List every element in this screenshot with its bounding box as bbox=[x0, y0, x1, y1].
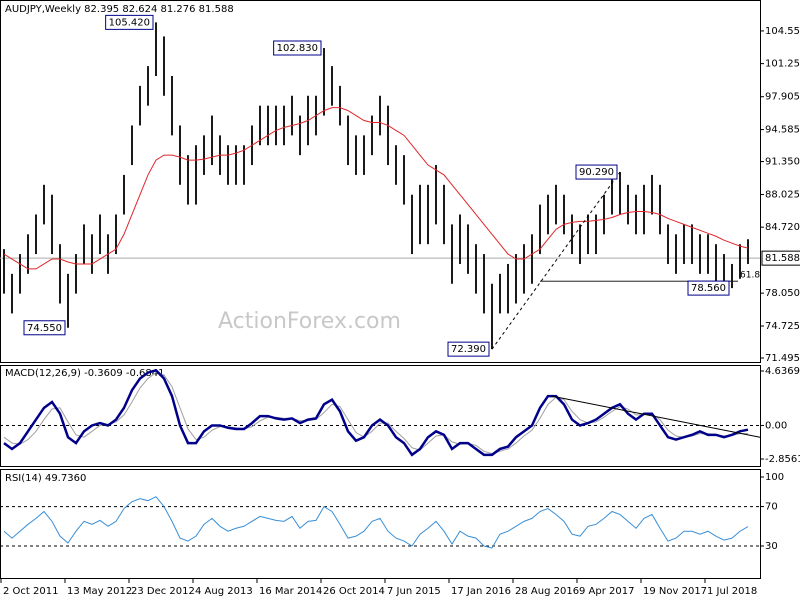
x-tick-label: 9 Apr 2017 bbox=[579, 586, 634, 597]
y-tick-label: 0.00 bbox=[765, 420, 787, 431]
annotation-label: 78.560 bbox=[691, 283, 726, 294]
moving-average bbox=[3, 107, 749, 270]
x-tick-label: 26 Oct 2014 bbox=[323, 586, 385, 597]
y-tick-label: 91.350 bbox=[765, 157, 800, 168]
macd-label: MACD(12,26,9) -0.3609 -0.6841 bbox=[5, 368, 165, 379]
annotation-label: 105.420 bbox=[109, 17, 150, 28]
annotation-box bbox=[687, 280, 730, 296]
macd-panel bbox=[0, 365, 761, 467]
watermark: ActionForex.com bbox=[218, 309, 401, 334]
y-tick-label: 104.555 bbox=[765, 26, 800, 37]
x-tick-label: 17 Jan 2016 bbox=[451, 586, 511, 597]
rsi-panel bbox=[0, 469, 761, 579]
last-price-box bbox=[761, 250, 800, 266]
x-tick-label: 2 Oct 2011 bbox=[3, 586, 58, 597]
x-tick-label: 1 Jul 2018 bbox=[707, 586, 757, 597]
annotation-box bbox=[23, 320, 66, 336]
last-price-label: 81.588 bbox=[765, 253, 800, 264]
y-tick-label: 88.025 bbox=[765, 189, 800, 200]
price-panel bbox=[0, 0, 761, 363]
trendline bbox=[491, 171, 621, 350]
annotation-label: 74.550 bbox=[27, 323, 62, 334]
y-tick-label: 74.725 bbox=[765, 321, 800, 332]
annotation-box bbox=[105, 14, 154, 30]
x-tick-label: 4 Aug 2013 bbox=[195, 586, 253, 597]
chart-title: AUDJPY,Weekly 82.395 82.624 81.276 81.58… bbox=[5, 4, 234, 15]
y-tick-label: -2.8561 bbox=[765, 454, 800, 465]
macd-line bbox=[3, 368, 749, 457]
y-tick-label: 84.720 bbox=[765, 222, 800, 233]
annotation-label: 72.390 bbox=[451, 344, 486, 355]
y-tick-label: 94.585 bbox=[765, 125, 800, 136]
y-tick-label: 101.250 bbox=[765, 59, 800, 70]
y-tick-label: 70 bbox=[765, 502, 778, 513]
y-tick-label: 100 bbox=[765, 472, 784, 483]
annotation-box bbox=[575, 164, 618, 180]
y-tick-label: 71.495 bbox=[765, 353, 800, 364]
rsi-label: RSI(14) 49.7360 bbox=[5, 473, 86, 484]
macd-trendline bbox=[551, 395, 761, 438]
rsi-line bbox=[3, 496, 749, 549]
y-tick-label: 4.6369 bbox=[765, 366, 800, 377]
annotation-label: 90.290 bbox=[579, 167, 614, 178]
y-tick-label: 97.905 bbox=[765, 92, 800, 103]
fibo-label: 61.8 bbox=[740, 271, 760, 281]
annotation-box bbox=[273, 40, 322, 56]
x-tick-label: 19 Nov 2017 bbox=[643, 586, 707, 597]
x-tick-label: 23 Dec 2012 bbox=[131, 586, 195, 597]
annotation-box bbox=[447, 341, 490, 357]
y-tick-label: 30 bbox=[765, 541, 778, 552]
x-tick-label: 16 Mar 2014 bbox=[259, 586, 322, 597]
annotation-label: 102.830 bbox=[277, 43, 318, 54]
x-tick-label: 13 May 2012 bbox=[67, 586, 132, 597]
x-tick-label: 7 Jun 2015 bbox=[387, 586, 441, 597]
x-tick-label: 28 Aug 2016 bbox=[515, 586, 579, 597]
y-tick-label: 78.050 bbox=[765, 288, 800, 299]
